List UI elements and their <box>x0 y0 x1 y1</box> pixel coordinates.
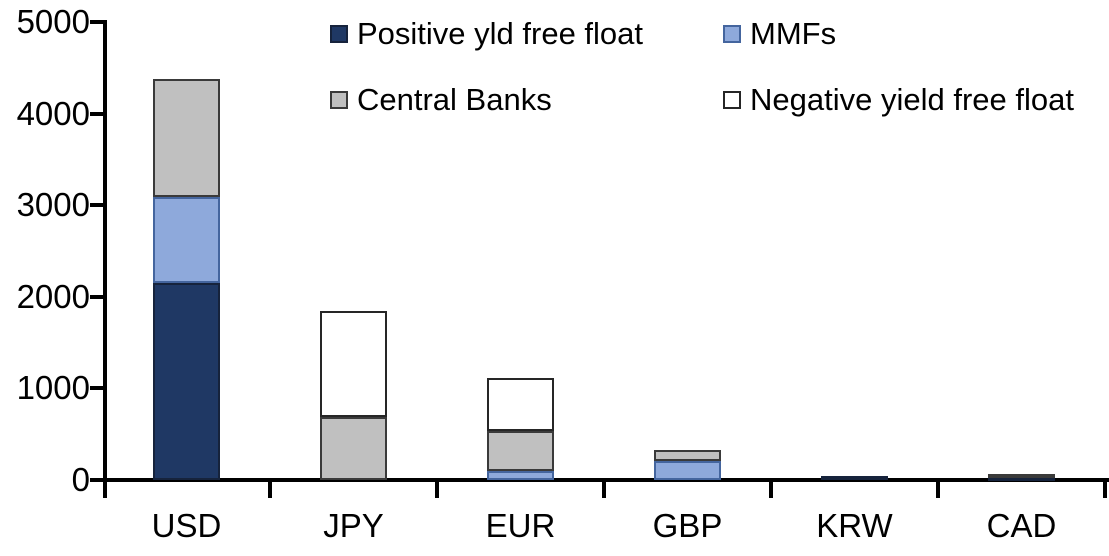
x-axis-label: USD <box>151 507 222 544</box>
y-axis-tick-label: 3000 <box>16 186 90 224</box>
bar-segment-central-banks <box>988 474 1055 479</box>
y-axis-tick-label: 1000 <box>16 369 90 407</box>
y-axis-tick <box>90 386 107 391</box>
x-axis-tick <box>1103 478 1107 498</box>
x-axis-label: EUR <box>485 507 556 544</box>
legend-item-mmfs: MMFs <box>723 16 836 52</box>
legend-marker-positive-yld-free-float <box>330 25 348 43</box>
y-axis-tick <box>90 111 107 116</box>
legend-label: Negative yield free float <box>750 82 1074 117</box>
legend-marker-mmfs <box>723 25 741 43</box>
y-axis-tick-label: 2000 <box>16 277 90 315</box>
bar-segment-mmfs <box>654 460 721 480</box>
x-axis-label: CAD <box>986 507 1057 544</box>
x-axis-tick <box>435 478 439 498</box>
bar-segment-negative-yield-free-float <box>320 311 387 417</box>
legend-label: Positive yld free float <box>357 16 644 51</box>
bar-segment-central-banks <box>487 430 554 471</box>
legend-marker-negative-yield-free-float <box>723 91 741 109</box>
bar-segment-negative-yield-free-float <box>487 378 554 431</box>
x-axis-tick <box>602 478 606 498</box>
y-axis-tick-label: 0 <box>71 461 90 498</box>
y-axis-tick <box>90 203 107 208</box>
x-axis-label: GBP <box>652 507 723 544</box>
y-axis-tick <box>90 20 107 24</box>
y-axis-tick <box>90 294 107 299</box>
bar-segment-positive-yld-free-float <box>153 283 220 480</box>
bar-segment-mmfs <box>153 196 220 284</box>
bar-segment-central-banks <box>654 449 721 461</box>
legend-label: MMFs <box>750 16 837 51</box>
bar-segment-central-banks <box>153 78 220 197</box>
x-axis-line <box>103 478 1109 482</box>
y-axis-line <box>103 20 107 498</box>
y-axis-tick <box>90 478 107 482</box>
bar-segment-positive-yld-free-float <box>988 477 1055 482</box>
legend-item-central-banks: Central Banks <box>330 82 552 118</box>
legend-marker-central-banks <box>330 91 348 109</box>
x-axis-tick <box>268 478 272 498</box>
x-axis-tick <box>769 478 773 498</box>
legend-item-negative-yield-free-float: Negative yield free float <box>723 82 1074 118</box>
y-axis-tick-label: 4000 <box>16 94 90 132</box>
x-axis-label: JPY <box>323 507 384 544</box>
bar-segment-positive-yld-free-float <box>821 475 888 480</box>
y-axis-tick-label: 5000 <box>16 3 90 40</box>
bar-segment-central-banks <box>320 416 387 480</box>
x-axis-tick <box>936 478 940 498</box>
x-axis-label: KRW <box>816 507 893 544</box>
legend-item-positive-yld-free-float: Positive yld free float <box>330 16 643 52</box>
bar-segment-mmfs <box>487 470 554 480</box>
legend-label: Central Banks <box>357 82 552 117</box>
